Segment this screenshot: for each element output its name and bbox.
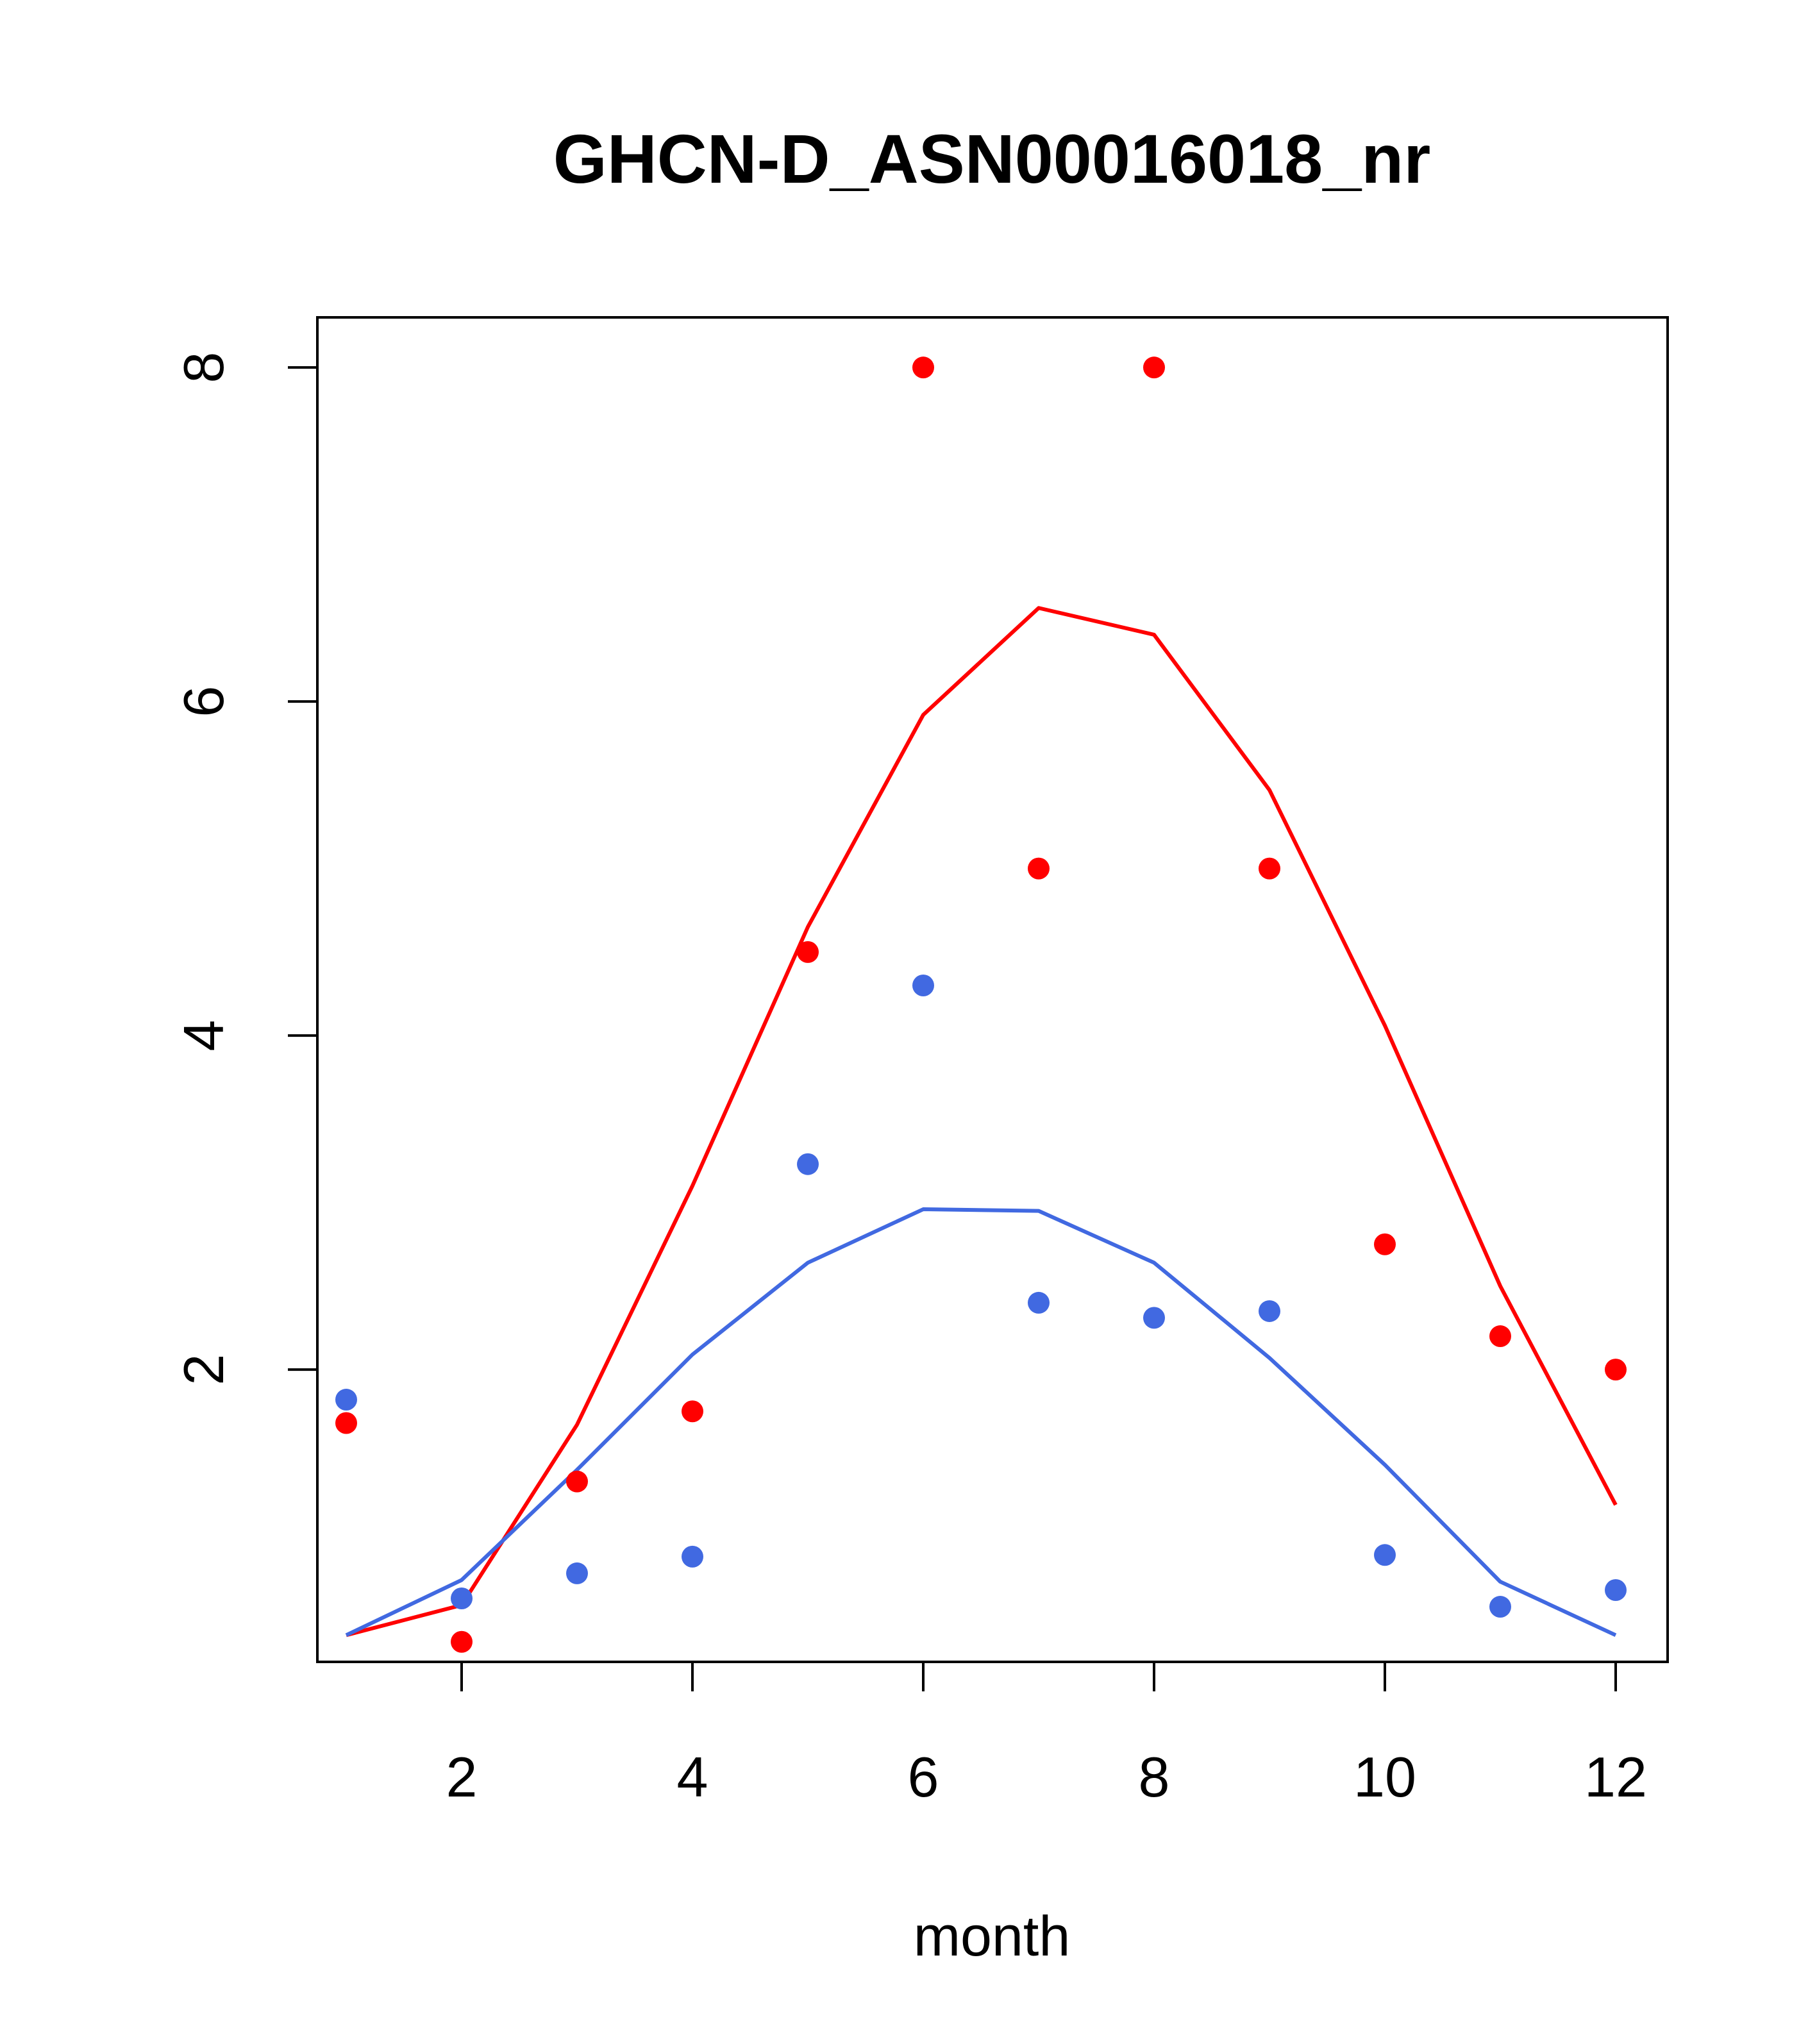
blue-point [335,1389,357,1411]
blue-line [345,1207,1617,1638]
blue-point [451,1587,473,1610]
x-axis-label: month [914,1904,1071,1968]
y-tick-label: 4 [172,1020,235,1051]
red-point [1605,1359,1627,1381]
red-point [797,941,819,963]
blue-point [1374,1544,1396,1566]
red-line [346,606,1618,1638]
blue-point [912,974,934,996]
y-tick-label: 6 [172,686,235,717]
blue-point [1259,1300,1280,1322]
x-axis: 2 4 6 8 10 12 [446,1661,1647,1809]
red-point [451,1630,473,1653]
red-point [335,1412,357,1434]
red-point [912,356,934,379]
blue-point [682,1545,703,1568]
chart-title: GHCN-D_ASN00016018_nr [553,120,1431,197]
red-point [1028,857,1050,880]
x-tick-label: 6 [908,1745,939,1809]
y-axis: 2 4 6 8 [172,352,319,1386]
x-tick-label: 10 [1353,1745,1416,1809]
red-point [1489,1325,1511,1348]
blue-point [797,1153,819,1175]
red-point [682,1400,703,1423]
blue-point [1143,1307,1165,1329]
x-tick-label: 4 [677,1745,708,1809]
blue-point [1489,1596,1511,1618]
plot-frame [316,316,1669,1663]
series-layer [335,356,1627,1653]
x-tick-label: 12 [1584,1745,1647,1809]
x-tick-label: 8 [1139,1745,1170,1809]
x-tick-label: 2 [446,1745,478,1809]
blue-point [1028,1291,1050,1314]
red-point [1259,857,1280,880]
blue-point [1605,1579,1627,1601]
red-point [566,1470,588,1493]
blue-point [566,1562,588,1584]
y-tick-label: 2 [172,1354,235,1386]
red-point [1374,1233,1396,1255]
red-point [1143,356,1165,379]
y-tick-label: 8 [172,352,235,383]
